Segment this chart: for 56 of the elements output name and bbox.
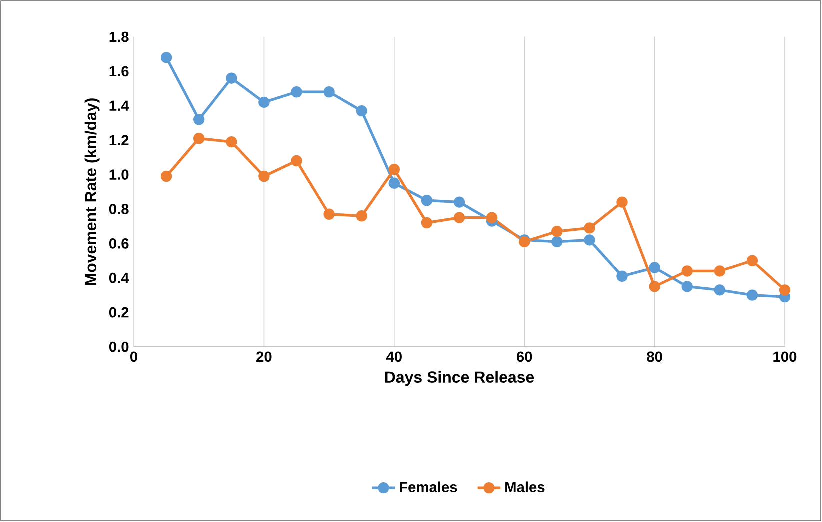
y-tick-label: 1.2 xyxy=(110,135,129,146)
y-tick-label: 1.4 xyxy=(110,100,130,111)
point xyxy=(714,284,726,296)
point xyxy=(194,114,205,126)
x-tick-label: 0 xyxy=(130,352,138,362)
point xyxy=(584,234,596,246)
point xyxy=(160,170,172,182)
point xyxy=(454,212,466,224)
y-tick-label: 0.0 xyxy=(109,342,129,352)
point xyxy=(746,255,758,266)
point xyxy=(258,96,270,108)
legend-label: Males xyxy=(506,482,545,493)
point xyxy=(779,284,791,296)
x-tick-label: 100 xyxy=(774,352,797,362)
point xyxy=(226,136,238,148)
y-tick-label: 1.0 xyxy=(110,170,129,180)
x-tick-label: 60 xyxy=(516,352,532,362)
point xyxy=(421,195,433,206)
point xyxy=(649,281,660,292)
point xyxy=(194,133,205,144)
point xyxy=(388,178,400,189)
point xyxy=(486,212,498,224)
point xyxy=(552,236,563,248)
y-tick-label: 0.8 xyxy=(109,204,129,214)
y-axis-title: Movement Rate (km/day) xyxy=(84,98,100,286)
point xyxy=(160,52,172,64)
y-tick-label: 0.4 xyxy=(109,272,130,284)
point xyxy=(388,164,400,176)
point xyxy=(616,196,628,208)
y-tick-label: 1.6 xyxy=(110,66,129,77)
point xyxy=(324,86,335,98)
point xyxy=(291,155,302,167)
point xyxy=(746,290,758,301)
point xyxy=(714,266,726,277)
point xyxy=(649,262,660,274)
x-tick-label: 40 xyxy=(386,352,402,362)
point xyxy=(454,196,466,208)
point xyxy=(616,270,628,282)
y-tick-label: 0.2 xyxy=(109,307,129,318)
point xyxy=(291,86,302,98)
point xyxy=(682,281,693,292)
point xyxy=(226,72,238,84)
y-tick-label: 0.6 xyxy=(109,238,129,249)
x-axis-title: Days Since Release xyxy=(385,371,534,386)
point xyxy=(421,217,433,229)
point xyxy=(324,208,335,220)
point xyxy=(356,210,368,222)
point xyxy=(552,226,563,238)
point xyxy=(584,222,596,234)
x-tick-label: 20 xyxy=(256,352,272,362)
x-tick-label: 80 xyxy=(647,352,662,362)
point xyxy=(356,105,368,117)
point xyxy=(682,266,693,277)
y-tick-label: 1.8 xyxy=(110,32,129,42)
legend-label: Females xyxy=(400,482,458,493)
point xyxy=(258,170,270,182)
